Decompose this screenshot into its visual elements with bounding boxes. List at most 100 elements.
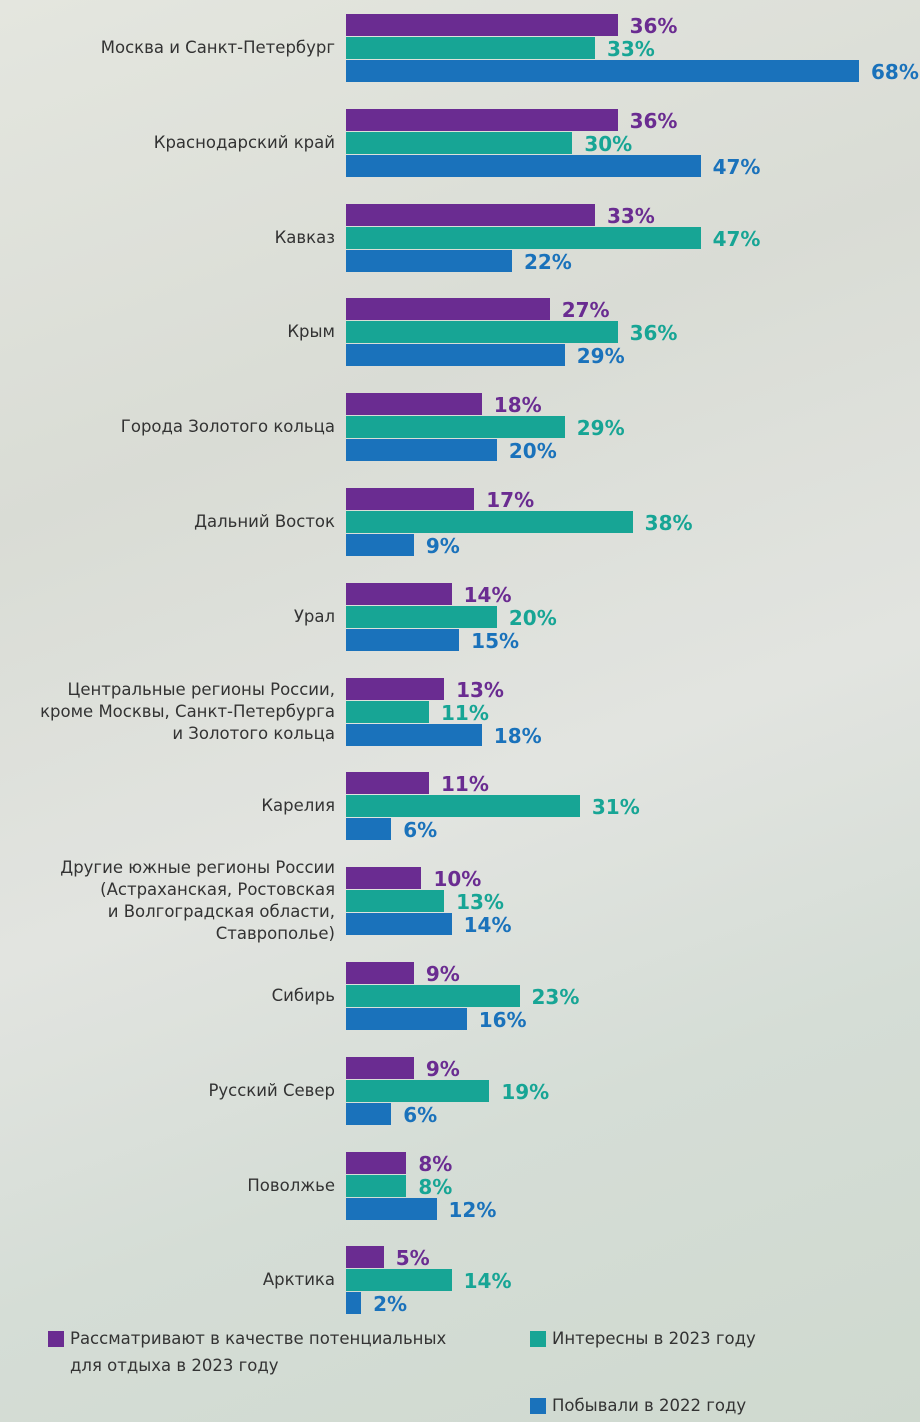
value-label: 31% — [592, 795, 640, 819]
bar — [346, 962, 414, 984]
bar — [346, 37, 595, 59]
bar — [346, 772, 429, 794]
bar — [346, 321, 618, 343]
value-label: 33% — [607, 37, 655, 61]
value-label: 18% — [494, 724, 542, 748]
value-label: 29% — [577, 344, 625, 368]
value-label: 20% — [509, 439, 557, 463]
bar — [346, 1008, 467, 1030]
bar — [346, 629, 459, 651]
bar — [346, 393, 482, 415]
chart: Москва и Санкт-Петербург36%33%68%Краснод… — [0, 0, 920, 1422]
bar — [346, 1269, 452, 1291]
value-label: 8% — [418, 1175, 452, 1199]
value-label: 11% — [441, 772, 489, 796]
bar — [346, 795, 580, 817]
bar — [346, 1175, 406, 1197]
bar — [346, 818, 391, 840]
value-label: 22% — [524, 250, 572, 274]
legend-label: Интересны в 2023 году — [552, 1325, 756, 1352]
bar — [346, 250, 512, 272]
bar — [346, 985, 520, 1007]
legend-label: Рассматривают в качестве потенциальных д… — [70, 1325, 446, 1379]
bar — [346, 913, 452, 935]
bar — [346, 1152, 406, 1174]
value-label: 8% — [418, 1152, 452, 1176]
bar — [346, 1246, 384, 1268]
category-label: Арктика — [263, 1269, 335, 1291]
value-label: 13% — [456, 890, 504, 914]
bar — [346, 439, 497, 461]
bar — [346, 1292, 361, 1314]
value-label: 11% — [441, 701, 489, 725]
category-label: Москва и Санкт-Петербург — [101, 37, 335, 59]
legend-swatch — [48, 1331, 64, 1347]
value-label: 13% — [456, 678, 504, 702]
bar — [346, 583, 452, 605]
value-label: 23% — [532, 985, 580, 1009]
bar — [346, 14, 618, 36]
value-label: 10% — [433, 867, 481, 891]
value-label: 36% — [630, 14, 678, 38]
bar — [346, 1080, 489, 1102]
bar — [346, 534, 414, 556]
value-label: 14% — [464, 1269, 512, 1293]
bar — [346, 1103, 391, 1125]
value-label: 47% — [713, 227, 761, 251]
bar — [346, 1057, 414, 1079]
value-label: 16% — [479, 1008, 527, 1032]
category-label: Дальний Восток — [194, 511, 335, 533]
category-label: Крым — [287, 321, 335, 343]
category-label: Поволжье — [247, 1175, 335, 1197]
value-label: 27% — [562, 298, 610, 322]
bar — [346, 109, 618, 131]
bar — [346, 724, 482, 746]
value-label: 19% — [501, 1080, 549, 1104]
bar — [346, 511, 633, 533]
value-label: 29% — [577, 416, 625, 440]
legend-swatch — [530, 1331, 546, 1347]
category-label: Урал — [294, 606, 335, 628]
category-label: Центральные регионы России, кроме Москвы… — [40, 679, 335, 745]
value-label: 33% — [607, 204, 655, 228]
bar — [346, 204, 595, 226]
bar — [346, 890, 444, 912]
bar — [346, 701, 429, 723]
category-label: Сибирь — [272, 985, 335, 1007]
value-label: 9% — [426, 1057, 460, 1081]
category-label: Кавказ — [275, 227, 335, 249]
bar — [346, 867, 421, 889]
legend-label: Побывали в 2022 году — [552, 1392, 746, 1419]
value-label: 9% — [426, 534, 460, 558]
bar — [346, 155, 701, 177]
value-label: 12% — [449, 1198, 497, 1222]
bar — [346, 488, 474, 510]
value-label: 2% — [373, 1292, 407, 1316]
value-label: 5% — [396, 1246, 430, 1270]
bar — [346, 606, 497, 628]
bar — [346, 416, 565, 438]
value-label: 47% — [713, 155, 761, 179]
value-label: 15% — [471, 629, 519, 653]
value-label: 20% — [509, 606, 557, 630]
value-label: 14% — [464, 913, 512, 937]
category-label: Краснодарский край — [154, 132, 335, 154]
value-label: 6% — [403, 1103, 437, 1127]
value-label: 17% — [486, 488, 534, 512]
value-label: 18% — [494, 393, 542, 417]
bar — [346, 227, 701, 249]
value-label: 9% — [426, 962, 460, 986]
bar — [346, 60, 859, 82]
bar — [346, 1198, 437, 1220]
bar — [346, 344, 565, 366]
value-label: 36% — [630, 109, 678, 133]
bar — [346, 132, 572, 154]
value-label: 36% — [630, 321, 678, 345]
bar — [346, 678, 444, 700]
category-label: Карелия — [261, 795, 335, 817]
value-label: 68% — [871, 60, 919, 84]
category-label: Русский Север — [208, 1080, 335, 1102]
value-label: 30% — [584, 132, 632, 156]
legend-swatch — [530, 1398, 546, 1414]
value-label: 14% — [464, 583, 512, 607]
